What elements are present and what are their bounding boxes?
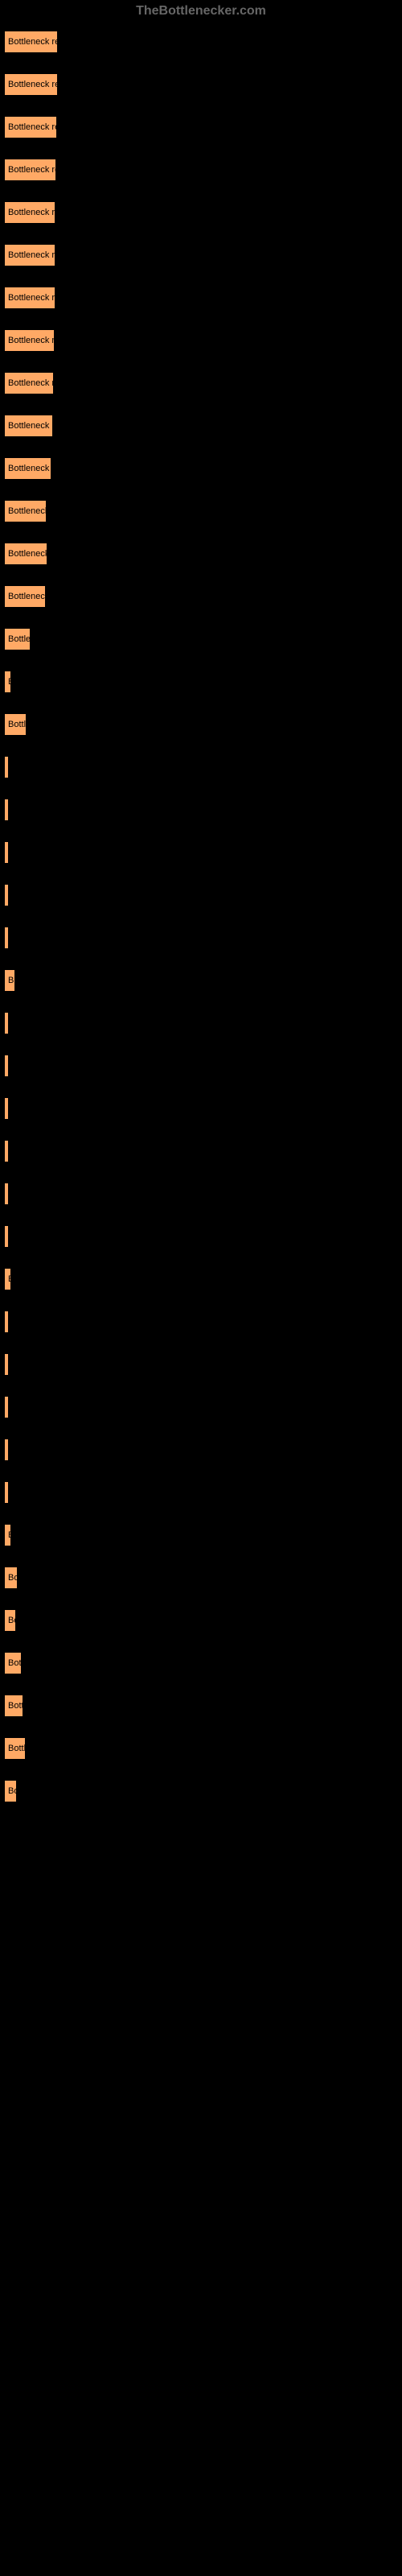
bars-container: Bottleneck resu Bottleneck resu Bottleneck…: [0, 23, 402, 1831]
bar: Bottleneck: [4, 585, 46, 608]
bar: [4, 1055, 9, 1077]
bar-row: Bottleneck: [4, 543, 398, 565]
bar: Bottler: [4, 628, 31, 650]
bar: [4, 756, 9, 778]
bar-row: Bo: [4, 1780, 398, 1802]
bar-row: [4, 1481, 398, 1504]
bar-row: Bot: [4, 1652, 398, 1674]
bar: Bottleneck res: [4, 287, 55, 309]
bar-row: Bottleneck res: [4, 159, 398, 181]
bar: [4, 1097, 9, 1120]
bar-row: Bottleneck res: [4, 329, 398, 352]
bar-row: [4, 799, 398, 821]
bar-row: Bottleneck resu: [4, 31, 398, 53]
bar-row: [4, 1012, 398, 1034]
bar-row: Bottler: [4, 628, 398, 650]
bar: Bottl: [4, 713, 27, 736]
bar: Bottleneck r: [4, 457, 51, 480]
bar-row: Bottleneck res: [4, 116, 398, 138]
bar: [4, 1140, 9, 1162]
bar: Bot: [4, 1652, 22, 1674]
bar-row: [4, 1183, 398, 1205]
bar: [4, 1311, 9, 1333]
bar-row: B: [4, 969, 398, 992]
bar-row: [4, 1140, 398, 1162]
bar: [4, 1183, 9, 1205]
bar: Bottleneck: [4, 500, 47, 522]
bar-row: [4, 756, 398, 778]
bar-row: Bo: [4, 1567, 398, 1589]
bar-row: [4, 1097, 398, 1120]
bar: [4, 1396, 9, 1418]
bar: Bottleneck res: [4, 201, 55, 224]
bar-row: [4, 927, 398, 949]
bar: B: [4, 671, 11, 693]
bar-row: Bottleneck res: [4, 244, 398, 266]
bar: Bottleneck res: [4, 116, 57, 138]
bar-row: Bottleneck r: [4, 457, 398, 480]
bar: Bottleneck res: [4, 244, 55, 266]
bar-row: Bott: [4, 1695, 398, 1717]
bar-row: B: [4, 671, 398, 693]
bar: Bottleneck res: [4, 159, 56, 181]
bar: Bo: [4, 1780, 17, 1802]
bar-row: Bottl: [4, 713, 398, 736]
bar: Bottleneck re: [4, 372, 54, 394]
page-title: TheBottlenecker.com: [0, 0, 402, 23]
bar-row: [4, 1439, 398, 1461]
bar-row: Bottleneck re: [4, 415, 398, 437]
bar: Bottleneck resu: [4, 31, 58, 53]
bar: Bott: [4, 1695, 23, 1717]
bar-row: B: [4, 1268, 398, 1290]
bar: Bottleneck res: [4, 329, 55, 352]
bar: [4, 799, 9, 821]
bar: [4, 1012, 9, 1034]
bar: [4, 1439, 9, 1461]
bar-row: [4, 1311, 398, 1333]
bar: [4, 927, 9, 949]
bar-row: Bottleneck res: [4, 201, 398, 224]
bar-row: Bottl: [4, 1737, 398, 1760]
bar: Bo: [4, 1567, 18, 1589]
bar: Bottleneck resu: [4, 73, 58, 96]
bar: Bottl: [4, 1737, 26, 1760]
bar: B: [4, 1268, 11, 1290]
bar-row: Bottleneck: [4, 585, 398, 608]
bar: [4, 1353, 9, 1376]
bar-row: [4, 1353, 398, 1376]
bar: B: [4, 969, 15, 992]
bar: Bottleneck re: [4, 415, 53, 437]
bar-row: [4, 1396, 398, 1418]
bar: Bottleneck: [4, 543, 47, 565]
bar: Bo: [4, 1609, 16, 1632]
bar: B: [4, 1524, 11, 1546]
bar: [4, 1225, 9, 1248]
bar-row: [4, 1225, 398, 1248]
bar: [4, 1481, 9, 1504]
bar-row: [4, 841, 398, 864]
bar-row: Bottleneck resu: [4, 73, 398, 96]
bar-row: [4, 884, 398, 906]
bar-row: Bo: [4, 1609, 398, 1632]
bar-row: Bottleneck re: [4, 372, 398, 394]
bar: [4, 884, 9, 906]
bar: [4, 841, 9, 864]
bar-row: Bottleneck res: [4, 287, 398, 309]
bar-row: [4, 1055, 398, 1077]
bar-row: Bottleneck: [4, 500, 398, 522]
bar-row: B: [4, 1524, 398, 1546]
